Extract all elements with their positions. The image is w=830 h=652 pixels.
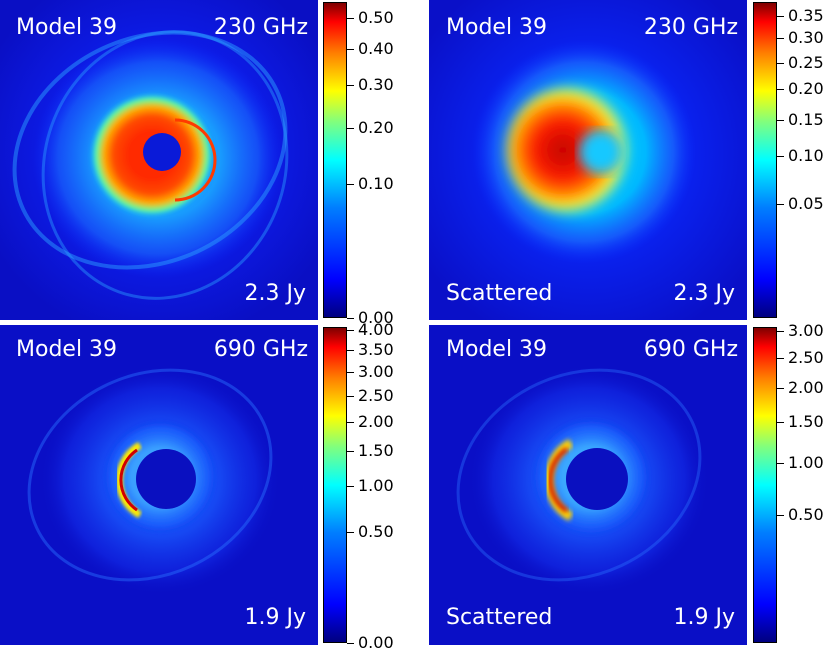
- colorbar-tick: [777, 16, 784, 17]
- colorbar-tick-label: 0.05: [788, 194, 824, 213]
- colorbar-690ghz: [323, 327, 347, 643]
- colorbar-tick-label: 0.50: [788, 505, 824, 524]
- colorbar-tick: [347, 422, 354, 423]
- colorbar-tick-label: 1.00: [358, 476, 394, 495]
- label-frequency: 230 GHz: [213, 15, 308, 40]
- colorbar-tick: [777, 89, 784, 90]
- black-hole-shadow: [143, 133, 181, 171]
- photon-ring: [174, 118, 217, 202]
- label-model: Model 39: [16, 337, 118, 362]
- colorbar-tick-label: 1.00: [788, 453, 824, 472]
- label-model: Model 39: [446, 337, 548, 362]
- colorbar-tick: [347, 184, 354, 185]
- colorbar-tick: [347, 318, 354, 319]
- label-flux: 2.3 Jy: [244, 281, 307, 306]
- colorbar-tick: [777, 463, 784, 464]
- bright-crescent-core: [119, 448, 138, 512]
- colorbar-tick-label: 3.00: [788, 321, 824, 340]
- spiral-arm: [12, 30, 288, 270]
- colorbar-tick-label: 3.50: [358, 340, 394, 359]
- label-scattered: Scattered: [446, 605, 553, 630]
- colorbar-tick: [347, 396, 354, 397]
- colorbar-tick: [347, 330, 354, 331]
- colorbar-tick-label: 2.00: [358, 412, 394, 431]
- colorbar-tick-label: 0.00: [358, 633, 394, 652]
- colorbar-tick-label: 2.50: [788, 348, 824, 367]
- black-hole-shadow: [566, 448, 628, 510]
- heatmap-690ghz-scattered: [429, 325, 747, 645]
- colorbar-tick: [777, 38, 784, 39]
- colorbar-tick-label: 0.15: [788, 110, 824, 129]
- image-panel-690ghz: Model 39 690 GHz 1.9 Jy: [0, 325, 318, 645]
- label-frequency: 690 GHz: [643, 337, 738, 362]
- image-panel-230ghz-scattered: Model 39 230 GHz Scattered 2.3 Jy: [429, 0, 747, 320]
- colorbar-tick-label: 0.10: [358, 174, 394, 193]
- colorbar-tick-label: 1.50: [788, 412, 824, 431]
- colorbar-tick-label: 3.00: [358, 362, 394, 381]
- colorbar-tick-label: 0.20: [788, 79, 824, 98]
- colorbar-tick: [347, 486, 354, 487]
- colorbar-tick: [777, 358, 784, 359]
- label-flux: 1.9 Jy: [673, 605, 736, 630]
- colorbar-230ghz: [323, 2, 347, 318]
- label-frequency: 230 GHz: [643, 15, 738, 40]
- colorbar-tick-label: 4.00: [358, 320, 394, 339]
- label-flux: 2.3 Jy: [673, 281, 736, 306]
- colorbar-tick-label: 0.30: [358, 75, 394, 94]
- colorbar-tick: [347, 128, 354, 129]
- image-panel-230ghz: Model 39 230 GHz 2.3 Jy: [0, 0, 318, 320]
- black-hole-shadow: [136, 449, 196, 509]
- heatmap-230ghz: [0, 0, 318, 320]
- colorbar-tick: [777, 331, 784, 332]
- colorbar-tick-label: 0.30: [788, 28, 824, 47]
- colorbar-tick-label: 0.10: [788, 146, 824, 165]
- colorbar-tick-label: 2.50: [358, 386, 394, 405]
- colorbar-tick-label: 0.50: [358, 8, 394, 27]
- colorbar-tick-label: 0.20: [358, 118, 394, 137]
- label-flux: 1.9 Jy: [244, 605, 307, 630]
- colorbar-tick-label: 2.00: [788, 378, 824, 397]
- spiral-arm: [27, 368, 273, 582]
- colorbar-tick-label: 0.35: [788, 6, 824, 25]
- colorbar-tick: [777, 388, 784, 389]
- colorbar-tick-label: 0.50: [358, 522, 394, 541]
- colorbar-tick: [777, 204, 784, 205]
- scattered-crescent: [507, 88, 631, 212]
- colorbar-tick: [347, 350, 354, 351]
- colorbar-tick: [347, 372, 354, 373]
- spiral-arm: [41, 30, 289, 300]
- colorbar-230ghz-scattered: [753, 2, 777, 318]
- colorbar-tick-label: 1.50: [358, 441, 394, 460]
- colorbar-690ghz-scattered: [753, 327, 777, 643]
- label-scattered: Scattered: [446, 281, 553, 306]
- colorbar-tick: [347, 85, 354, 86]
- colorbar-tick: [347, 49, 354, 50]
- colorbar-tick: [347, 643, 354, 644]
- label-model: Model 39: [16, 15, 118, 40]
- colorbar-tick: [777, 120, 784, 121]
- image-panel-690ghz-scattered: Model 39 690 GHz Scattered 1.9 Jy: [429, 325, 747, 645]
- colorbar-tick-label: 0.00: [358, 308, 394, 327]
- colorbar-tick: [777, 515, 784, 516]
- label-model: Model 39: [446, 15, 548, 40]
- colorbar-tick: [347, 532, 354, 533]
- colorbar-tick: [347, 18, 354, 19]
- colorbar-tick-label: 0.25: [788, 53, 824, 72]
- label-frequency: 690 GHz: [213, 337, 308, 362]
- colorbar-tick-label: 0.40: [358, 39, 394, 58]
- heatmap-230ghz-scattered: [429, 0, 747, 320]
- heatmap-690ghz: [0, 325, 318, 645]
- colorbar-tick: [777, 156, 784, 157]
- colorbar-tick: [347, 451, 354, 452]
- colorbar-tick: [777, 422, 784, 423]
- bright-crescent-core: [548, 447, 569, 513]
- colorbar-tick: [777, 63, 784, 64]
- scattered-shadow: [579, 130, 623, 174]
- spiral-arm: [456, 368, 702, 582]
